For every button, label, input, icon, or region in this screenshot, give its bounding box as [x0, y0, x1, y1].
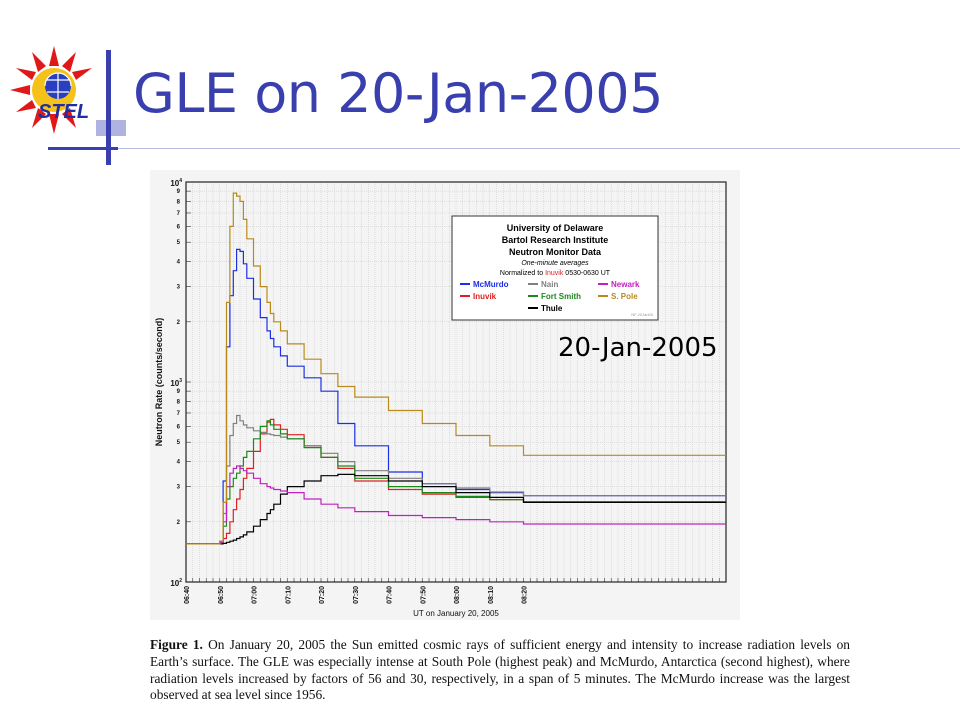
accent-bar-vertical — [106, 50, 111, 165]
y-minor-tick-label: 8 — [177, 199, 181, 205]
y-minor-tick-label: 4 — [177, 260, 181, 266]
figure-caption: Figure 1. On January 20, 2005 the Sun em… — [150, 637, 850, 704]
legend-line-3: Neutron Monitor Data — [509, 247, 602, 257]
x-tick-label: 06:50 — [218, 586, 225, 604]
y-minor-tick-label: 2 — [177, 520, 181, 526]
y-minor-tick-label: 2 — [177, 320, 181, 326]
x-tick-label: 07:00 — [252, 586, 259, 604]
accent-block — [96, 120, 126, 136]
x-tick-label: 08:10 — [488, 586, 495, 604]
legend-line-4: One-minute averages — [521, 260, 589, 267]
y-minor-tick-label: 9 — [177, 189, 181, 195]
y-minor-tick-label: 5 — [177, 440, 181, 446]
x-tick-label: 07:40 — [387, 586, 394, 604]
y-minor-tick-label: 8 — [177, 399, 181, 405]
series-line-newark — [186, 465, 726, 545]
y-minor-tick-label: 4 — [177, 460, 181, 466]
y-minor-tick-label: 5 — [177, 240, 181, 246]
legend-entry-label: Inuvik — [473, 292, 497, 301]
series-layer — [186, 192, 726, 545]
y-minor-tick-label: 3 — [177, 485, 181, 491]
x-axis-label: UT on January 20, 2005 — [413, 609, 499, 618]
x-tick-label: 07:20 — [319, 586, 326, 604]
y-major-tick-label: 104 — [170, 178, 182, 188]
legend-entry-label: Fort Smith — [541, 292, 581, 301]
legend-entries: McMurdo Nain Newark Inuvik Fort Smith S. Pole… — [460, 280, 640, 313]
stel-logo-text: STEL — [38, 101, 89, 123]
legend-credit: NF 20Jan05 — [631, 312, 654, 317]
caption-lead: Figure 1. — [150, 637, 203, 652]
series-line-thule — [186, 473, 726, 545]
legend-entry-label: Thule — [541, 304, 563, 313]
title-underline — [118, 148, 960, 149]
legend-entry-label: Nain — [541, 280, 558, 289]
slide-title: GLE on 20-Jan-2005 — [133, 62, 664, 125]
series-line-s-pole — [186, 192, 726, 545]
legend-normalization: Normalized to Inuvik 0530-0630 UT — [500, 270, 611, 277]
x-tick-label: 08:20 — [522, 586, 529, 604]
caption-text: On January 20, 2005 the Sun emitted cosm… — [150, 637, 850, 703]
x-tick-label: 06:40 — [184, 586, 191, 604]
x-tick-label: 07:10 — [285, 586, 292, 604]
legend-line-1: University of Delaware — [507, 223, 604, 233]
y-minor-tick-label: 7 — [177, 411, 181, 417]
x-tick-label: 07:30 — [353, 586, 360, 604]
y-minor-tick-label: 6 — [177, 224, 181, 230]
legend-entry-label: McMurdo — [473, 280, 509, 289]
x-tick-label: 08:00 — [454, 586, 461, 604]
y-major-tick-label: 103 — [170, 378, 182, 388]
legend-line-2: Bartol Research Institute — [502, 235, 609, 245]
y-major-tick-label: 102 — [170, 578, 182, 588]
accent-bar-horizontal — [48, 147, 118, 150]
legend-entry-label: Newark — [611, 280, 640, 289]
axis-tick-labels: 06:40 06:50 07:00 07:10 07:20 07:30 07:40 07:50… — [170, 178, 528, 604]
series-line-inuvik — [186, 418, 726, 545]
sun-rays-icon — [10, 46, 92, 134]
y-minor-tick-label: 7 — [177, 211, 181, 217]
y-minor-tick-label: 6 — [177, 424, 181, 430]
neutron-rate-chart: 06:40 06:50 07:00 07:10 07:20 07:30 07:40 07:50… — [150, 170, 740, 620]
legend-box: University of Delaware Bartol Research I… — [451, 215, 659, 321]
series-line-fort-smith — [186, 420, 726, 545]
series-line-nain — [186, 414, 726, 545]
y-minor-tick-label: 3 — [177, 285, 181, 291]
y-axis-label: Neutron Rate (counts/second) — [154, 318, 164, 447]
series-line-mcmurdo — [186, 248, 726, 545]
date-overlay-label: 20-Jan-2005 — [558, 333, 718, 363]
stel-logo: STEL — [10, 46, 92, 134]
plot-frame — [185, 181, 727, 583]
y-minor-tick-label: 9 — [177, 389, 181, 395]
legend-entry-label: S. Pole — [611, 292, 638, 301]
x-tick-label: 07:50 — [420, 586, 427, 604]
